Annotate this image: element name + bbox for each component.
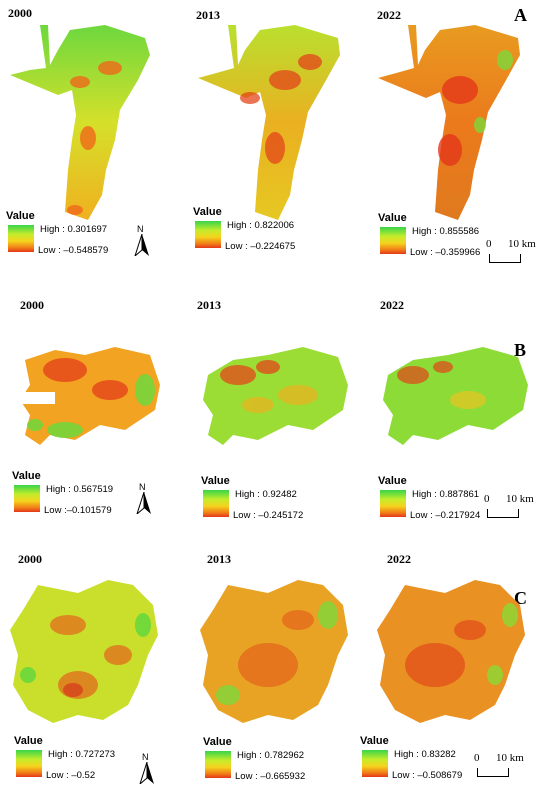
scale-bar-a: 0 10 km [486, 238, 550, 278]
legend-low-value: Low :–0.101579 [44, 505, 112, 516]
map-c-2013 [200, 580, 348, 723]
year-label-a-2022: 2022 [377, 8, 401, 22]
legend-low-value: Low : –0.359966 [410, 247, 481, 258]
legend-b-2022: Value High : 0.887861 Low : –0.217924 [378, 475, 498, 531]
legend-title: Value [360, 735, 389, 747]
map-b-2013 [203, 347, 348, 445]
year-label-c-2000: 2000 [18, 552, 42, 566]
color-ramp [380, 490, 406, 517]
scale-bar-b: 0 10 km [484, 493, 550, 533]
scale-zero: 0 [486, 238, 492, 250]
legend-b-2013: Value High : 0.92482 Low : –0.245172 [201, 475, 321, 531]
legend-low-value: Low : –0.224675 [225, 241, 296, 252]
legend-title: Value [201, 475, 230, 487]
scale-ten: 10 km [508, 238, 536, 250]
color-ramp [16, 750, 42, 777]
year-label-a-2000: 2000 [8, 6, 32, 20]
scale-ten: 10 km [506, 493, 534, 505]
year-label-b-2013: 2013 [197, 298, 221, 312]
map-b-2000 [15, 347, 160, 445]
legend-b-2000: Value High : 0.567519 Low :–0.101579 [12, 470, 132, 526]
scale-zero: 0 [484, 493, 490, 505]
legend-c-2000: Value High : 0.727273 Low : –0.52 [14, 735, 134, 791]
map-a-2022 [378, 25, 520, 220]
color-ramp [195, 221, 221, 248]
legend-low-value: Low : –0.217924 [410, 510, 481, 521]
map-c-2022 [377, 580, 525, 723]
legend-title: Value [14, 735, 43, 747]
year-label-a-2013: 2013 [196, 8, 220, 22]
map-c-2000 [10, 580, 158, 723]
legend-title: Value [12, 470, 41, 482]
legend-title: Value [378, 475, 407, 487]
scale-bar-c: 0 10 km [474, 752, 550, 792]
north-arrow-c: N [137, 752, 159, 784]
color-ramp [203, 490, 229, 517]
legend-high-value: High : 0.727273 [48, 749, 116, 760]
legend-high-value: High : 0.887861 [412, 489, 480, 500]
north-letter: N [137, 224, 144, 234]
north-arrow-icon [139, 762, 154, 784]
legend-low-value: Low : –0.52 [46, 770, 96, 781]
north-arrow-a: N [132, 224, 154, 256]
legend-title: Value [378, 212, 407, 224]
legend-high-value: High : 0.822006 [227, 220, 295, 231]
north-arrow-b: N [134, 482, 156, 514]
legend-high-value: High : 0.855586 [412, 226, 480, 237]
legend-title: Value [6, 210, 35, 222]
legend-low-value: Low : –0.245172 [233, 510, 304, 521]
map-a-2000 [10, 25, 150, 220]
legend-title: Value [193, 206, 222, 218]
color-ramp [8, 225, 34, 252]
year-label-b-2000: 2000 [20, 298, 44, 312]
legend-high-value: High : 0.301697 [40, 224, 108, 235]
panel-label-b: B [514, 340, 527, 360]
color-ramp [362, 750, 388, 777]
legend-c-2013: Value High : 0.782962 Low : –0.665932 [203, 736, 323, 792]
legend-low-value: Low : –0.508679 [392, 770, 463, 781]
north-arrow-icon [136, 492, 151, 514]
panel-label-a: A [514, 5, 527, 25]
legend-c-2022: Value High : 0.83282 Low : –0.508679 [360, 735, 480, 791]
legend-low-value: Low : –0.665932 [235, 771, 306, 782]
legend-high-value: High : 0.567519 [46, 484, 114, 495]
scale-line [489, 254, 521, 263]
north-letter: N [142, 752, 149, 762]
map-a-2013 [198, 25, 340, 220]
color-ramp [380, 227, 406, 254]
year-label-c-2022: 2022 [387, 552, 411, 566]
legend-high-value: High : 0.92482 [235, 489, 297, 500]
map-b-2022 [383, 347, 528, 445]
legend-high-value: High : 0.782962 [237, 750, 305, 761]
legend-title: Value [203, 736, 232, 748]
scale-ten: 10 km [496, 752, 524, 764]
scale-line [487, 509, 519, 518]
legend-low-value: Low : –0.548579 [38, 245, 109, 256]
color-ramp [205, 751, 231, 778]
legend-a-2000: Value High : 0.301697 Low : –0.548579 [6, 210, 126, 266]
year-label-b-2022: 2022 [380, 298, 404, 312]
legend-high-value: High : 0.83282 [394, 749, 456, 760]
north-arrow-icon [134, 234, 149, 256]
year-label-c-2013: 2013 [207, 552, 231, 566]
color-ramp [14, 485, 40, 512]
legend-a-2022: Value High : 0.855586 Low : –0.359966 [378, 212, 498, 268]
legend-a-2013: Value High : 0.822006 Low : –0.224675 [193, 206, 313, 262]
scale-zero: 0 [474, 752, 480, 764]
north-letter: N [139, 482, 146, 492]
scale-line [477, 768, 509, 777]
